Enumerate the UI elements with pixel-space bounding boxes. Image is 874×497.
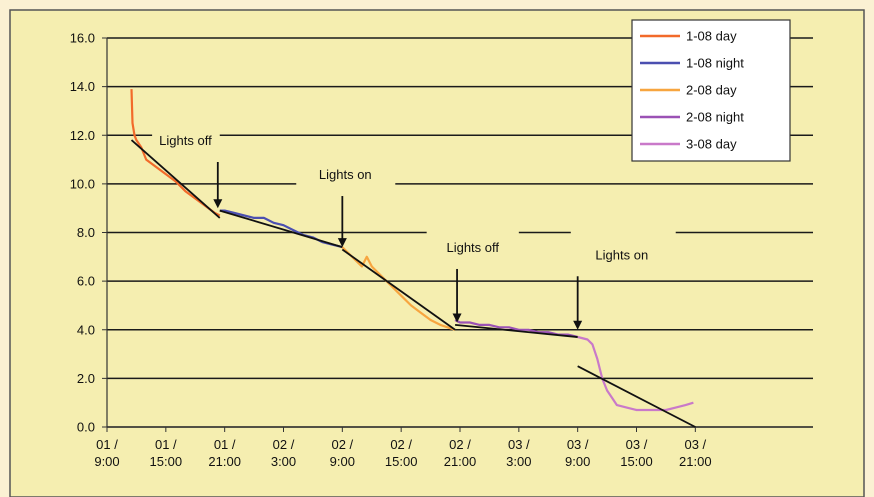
- x-tick-label: 03 /21:00: [679, 437, 712, 469]
- trend-line-5: [577, 365, 696, 428]
- x-tick-label: 02 /9:00: [330, 437, 355, 469]
- legend-label-4: 2-08 night: [686, 110, 744, 125]
- y-tick-label: 16.0: [70, 31, 95, 46]
- legend-label-3: 2-08 day: [686, 83, 737, 98]
- trend-line-2: [219, 209, 343, 248]
- x-tick-label: 01 /9:00: [94, 437, 119, 469]
- x-tick-label: 02 /15:00: [385, 437, 418, 469]
- y-tick-label: 12.0: [70, 128, 95, 143]
- annotation-arrowhead: [337, 238, 347, 248]
- x-tick-label: 03 /15:00: [620, 437, 653, 469]
- legend-label-5: 3-08 day: [686, 137, 737, 152]
- x-tick-label: 01 /21:00: [208, 437, 241, 469]
- y-tick-label: 14.0: [70, 79, 95, 94]
- series-line-3: [341, 246, 456, 331]
- y-tick-label: 10.0: [70, 176, 95, 191]
- trend-line-1: [130, 139, 221, 219]
- x-tick-label: 02 /21:00: [444, 437, 477, 469]
- annotation-arrowhead: [573, 320, 583, 330]
- y-tick-label: 4.0: [77, 322, 95, 337]
- y-tick-label: 0.0: [77, 420, 95, 435]
- legend-label-1: 1-08 day: [686, 29, 737, 44]
- x-tick-label: 03 /3:00: [506, 437, 531, 469]
- y-axis-ticks: 0.0 2.0 4.0 6.0 8.0 10.0 12.0 14.0 16.0: [70, 31, 107, 435]
- y-tick-label: 2.0: [77, 371, 95, 386]
- x-tick-label: 02 /3:00: [271, 437, 296, 469]
- legend: 1-08 day 1-08 night 2-08 day 2-08 night 3-08…: [631, 19, 791, 162]
- annotation-label: Lights on: [319, 167, 372, 182]
- annotations: Lights off Lights on Lights off Lights on: [159, 133, 648, 330]
- trend-lines: [130, 139, 696, 428]
- x-tick-label: 01 /15:00: [150, 437, 183, 469]
- legend-label-2: 1-08 night: [686, 56, 744, 71]
- annotation-label: Lights on: [595, 247, 648, 262]
- annotation-arrowhead: [452, 313, 462, 323]
- annotation-label: Lights off: [446, 240, 499, 255]
- trend-line-3: [341, 248, 456, 331]
- annotation-arrowhead: [213, 199, 223, 209]
- x-axis-ticks: 01 /9:00 01 /15:00 01 /21:00 02 /3:00 02 /9:…: [94, 427, 712, 469]
- annotation-label: Lights off: [159, 133, 212, 148]
- y-tick-label: 6.0: [77, 274, 95, 289]
- x-tick-label: 03 /9:00: [565, 437, 590, 469]
- trend-line-4: [455, 323, 578, 338]
- y-tick-label: 8.0: [77, 225, 95, 240]
- series-line-5: [577, 335, 694, 412]
